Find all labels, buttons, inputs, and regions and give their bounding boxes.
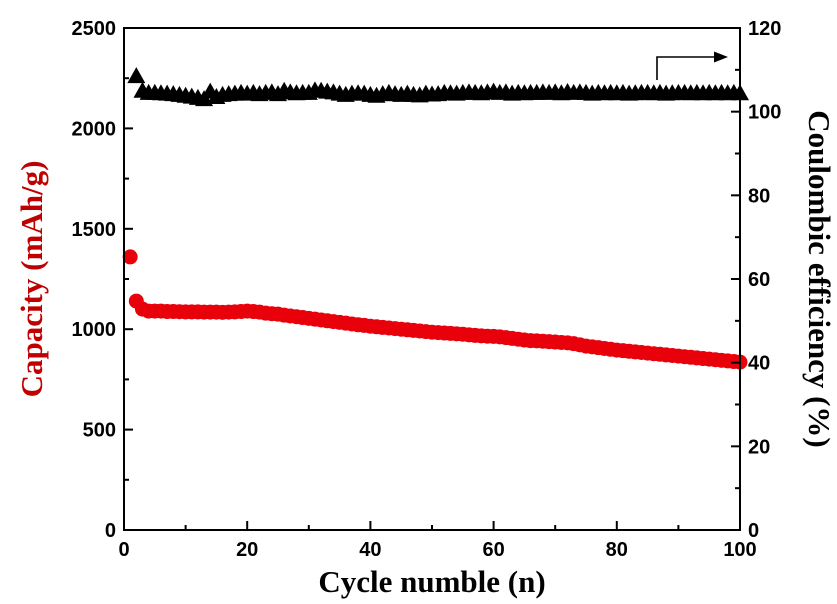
capacity-series [122,249,748,370]
x-axis-title: Cycle numble (n) [318,564,545,599]
x-tick-label: 100 [723,539,756,561]
x-tick-label: 60 [482,539,504,561]
capacity-point [122,249,138,265]
y-tick-label: 1500 [72,219,117,241]
y-right-tick-label: 80 [748,185,770,207]
y-right-tick-label: 40 [748,353,770,375]
y-right-tick-label: 120 [748,18,781,40]
y-tick-label: 2500 [72,18,117,40]
x-tick-label: 0 [118,539,129,561]
y-right-tick-label: 20 [748,436,770,458]
y-right-tick-label: 0 [748,520,759,542]
y-right-tick-label: 100 [748,102,781,124]
axis-ticks [123,27,741,531]
axis-tick-labels: 0 20 40 60 80 1000500100015002000250002040608… [72,18,782,561]
y-tick-label: 0 [105,520,116,542]
efficiency-point [127,67,146,84]
y-axis-right-title: Coulombic efficiency (%) [802,110,837,447]
efficiency-series [127,67,749,107]
y-tick-label: 1000 [72,319,117,341]
y-right-tick-label: 60 [748,269,770,291]
x-tick-label: 40 [359,539,381,561]
y-axis-title: Capacity (mAh/g) [14,161,49,398]
x-tick-label: 20 [236,539,258,561]
y-tick-label: 500 [83,420,116,442]
y-tick-label: 2000 [72,118,117,140]
right-axis-indicator-arrow [656,51,728,80]
x-tick-label: 80 [606,539,628,561]
